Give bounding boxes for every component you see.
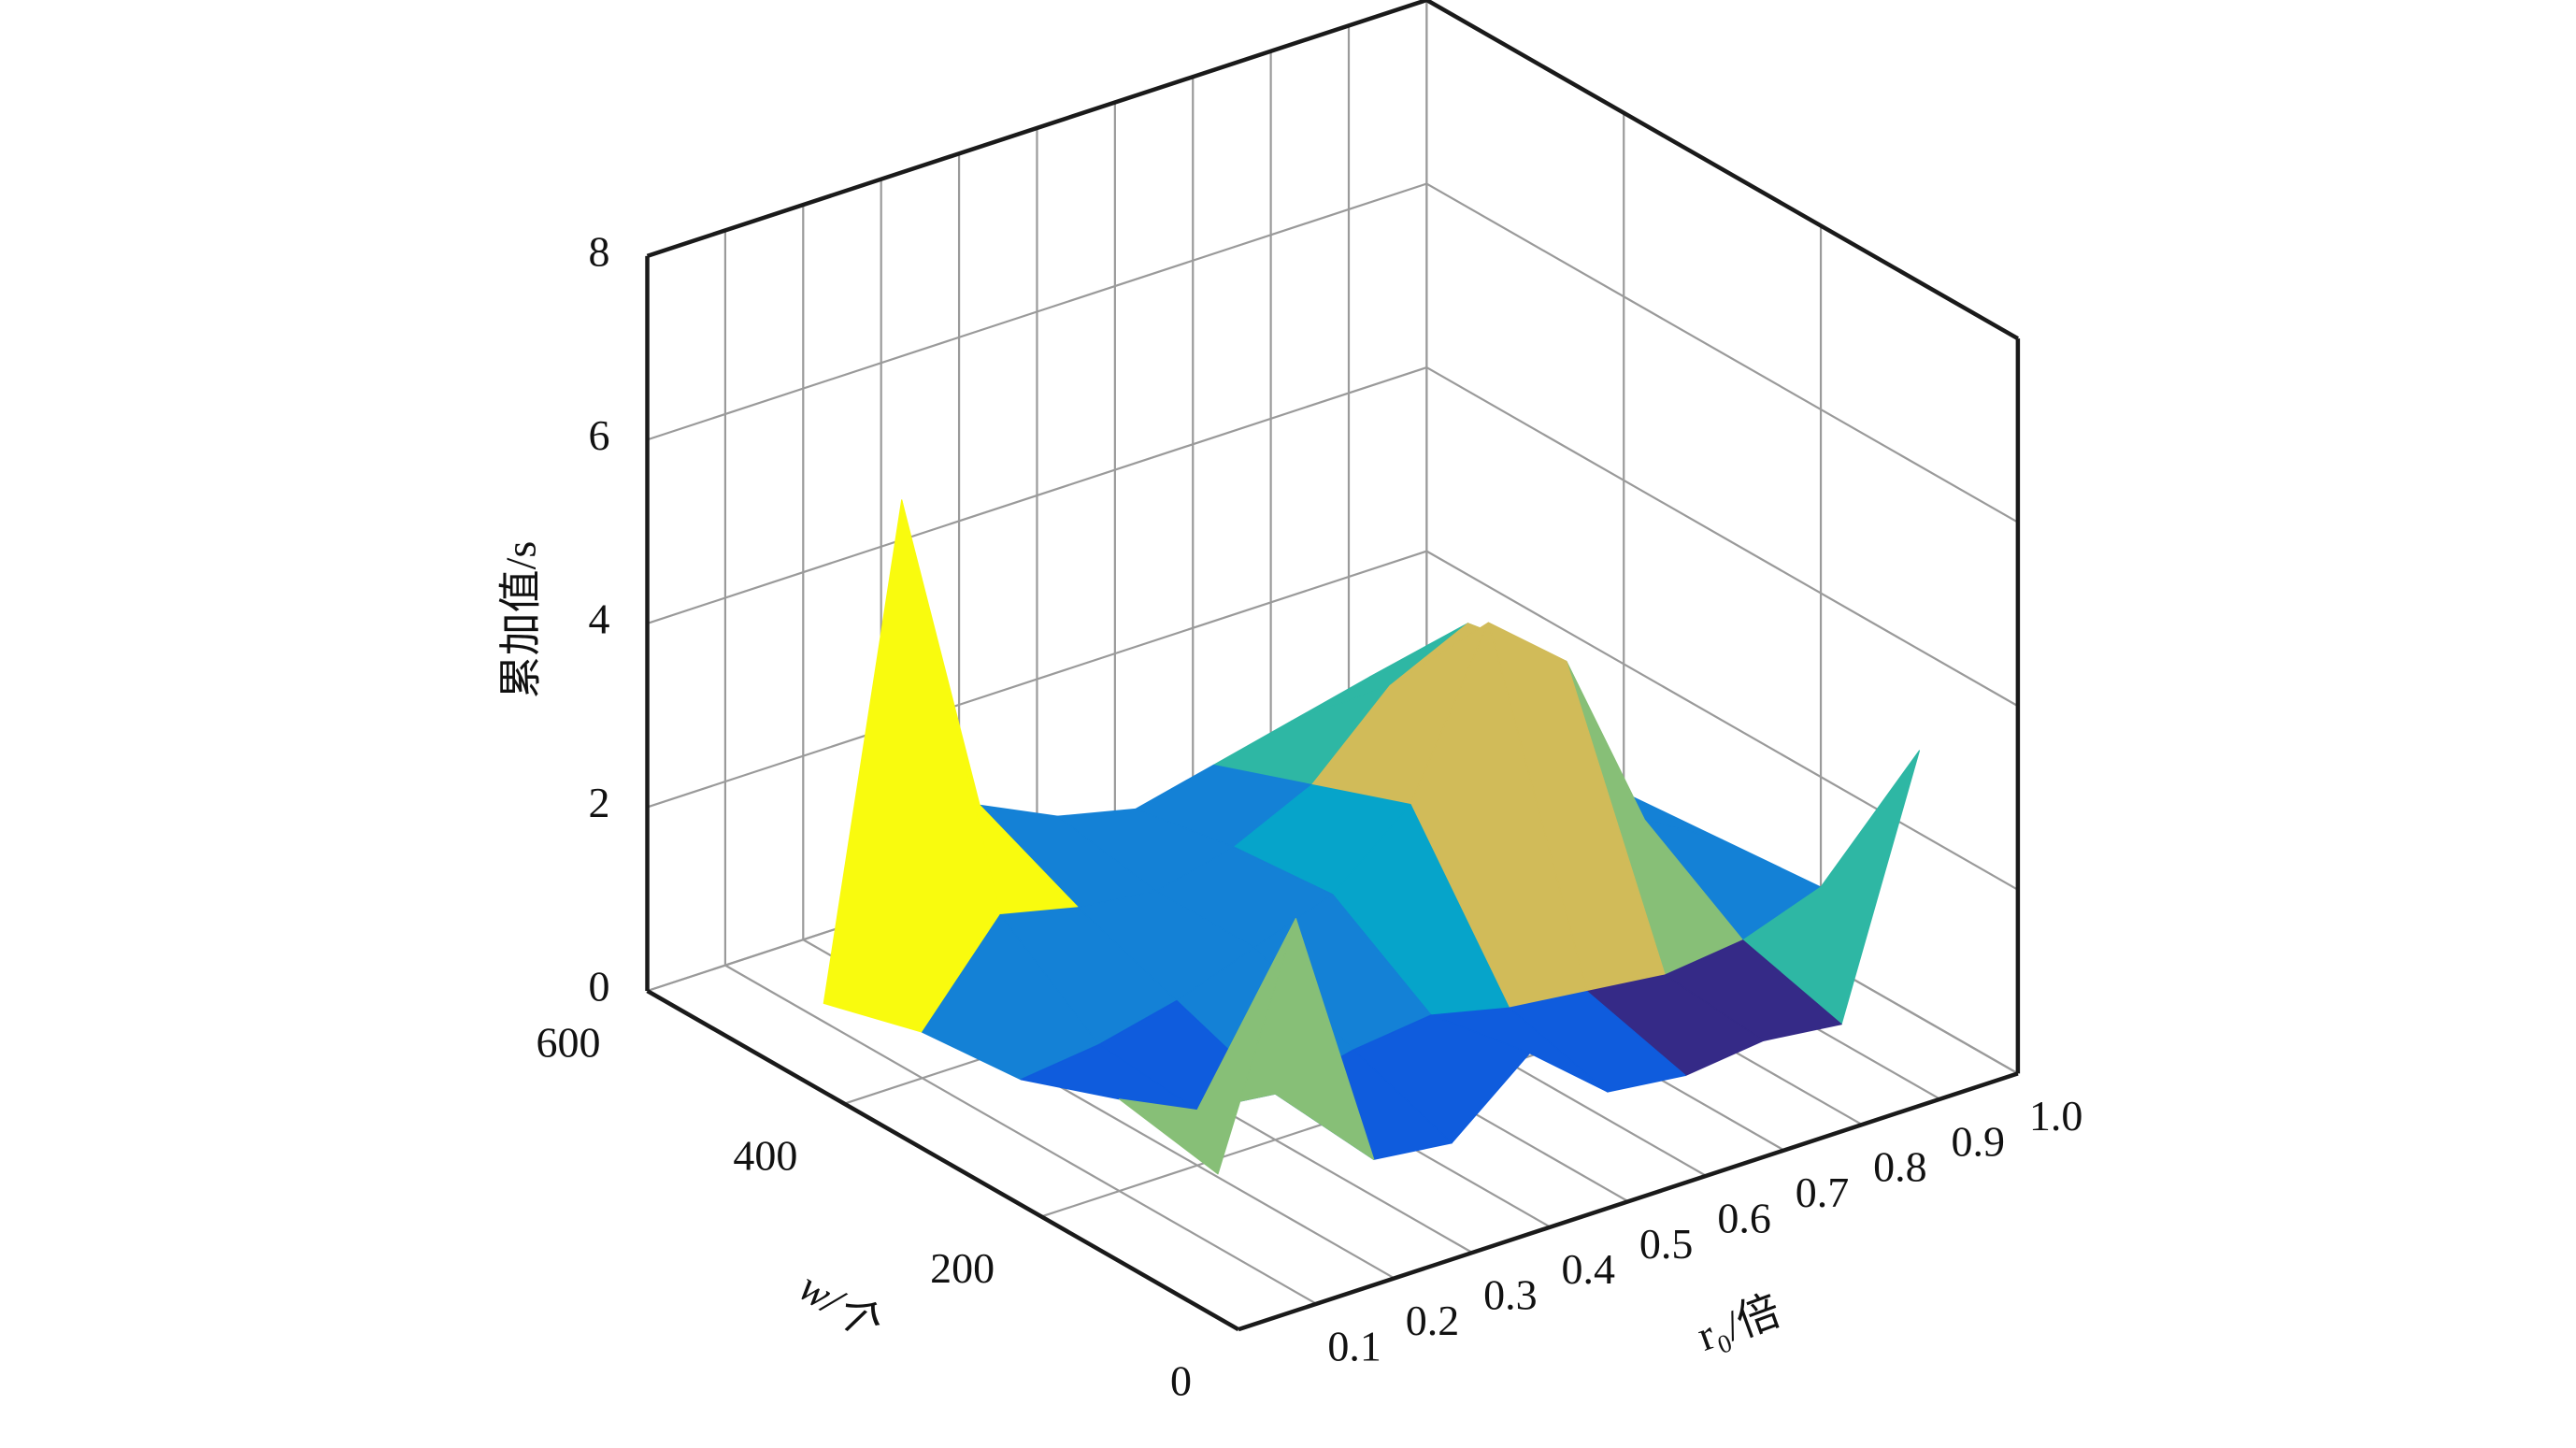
x-tick-label: 1.0 <box>2029 1092 2083 1140</box>
x-tick-label: 0.2 <box>1406 1297 1460 1344</box>
labels: 0 2 4 6 8 0 200 400 600 0.1 0.2 0.3 0.4 0.5 0.6 0.7 0.8 0… <box>537 227 2083 1404</box>
axes-frame <box>645 0 2021 1332</box>
grid-line <box>647 366 1427 624</box>
x-tick-label: 0.8 <box>1873 1143 1926 1191</box>
y-tick-label: 0 <box>1170 1357 1192 1405</box>
z-tick-label: 0 <box>589 963 610 1011</box>
y-tick-label: 600 <box>537 1019 601 1067</box>
axis-line <box>1425 0 2019 341</box>
x-tick-label: 0.6 <box>1717 1194 1771 1241</box>
grid-line <box>647 182 1427 441</box>
axis-line <box>646 0 1428 258</box>
y-tick-label: 400 <box>733 1131 797 1179</box>
grid-line <box>1425 550 2019 891</box>
x-tick-label: 0.7 <box>1796 1168 1850 1216</box>
x-tick-label: 0.1 <box>1327 1322 1381 1369</box>
surface <box>823 499 1921 1175</box>
x-tick-label: 0.9 <box>1951 1117 2005 1165</box>
grid-line <box>647 550 1427 809</box>
grid-line <box>724 964 1317 1305</box>
x-tick-label: 0.4 <box>1562 1245 1616 1293</box>
z-tick-label: 2 <box>589 779 610 826</box>
y-tick-label: 200 <box>930 1244 995 1292</box>
z-tick-label: 6 <box>589 411 610 459</box>
grid-line <box>1425 182 2019 523</box>
x-tick-label: 0.3 <box>1483 1271 1538 1319</box>
z-axis-label: 累加值/s <box>497 541 545 699</box>
axis-line <box>646 989 1240 1332</box>
surface-face <box>1118 918 1296 1175</box>
axis-line <box>1238 1071 2019 1332</box>
x-tick-label: 0.5 <box>1639 1220 1694 1268</box>
z-tick-label: 4 <box>589 595 610 642</box>
z-tick-label: 8 <box>589 227 610 275</box>
grid-line <box>1425 366 2019 708</box>
